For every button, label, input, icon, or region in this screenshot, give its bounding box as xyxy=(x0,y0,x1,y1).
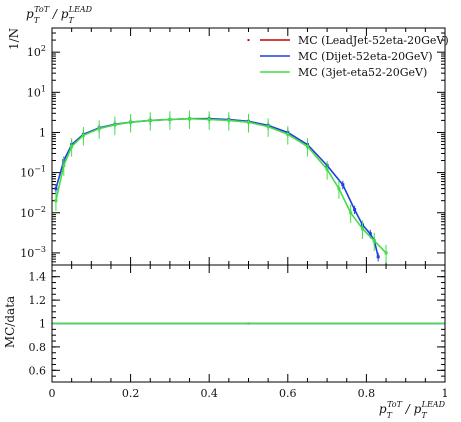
observable-label: pTToT / pTLEAD xyxy=(26,5,93,25)
series-point-2 xyxy=(70,144,74,148)
ratio-y-axis-label: MC/data xyxy=(3,296,17,348)
series-point-1 xyxy=(341,183,345,187)
main-y-tick-label: 101 xyxy=(27,84,46,99)
main-y-tick-label: 102 xyxy=(27,44,46,59)
series-point-2 xyxy=(81,133,85,137)
series-point-2 xyxy=(97,127,101,131)
series-point-2 xyxy=(384,251,388,255)
series-point-2 xyxy=(349,211,353,215)
x-tick-labels: 0 0.2 0.4 0.6 0.8 1 xyxy=(49,387,449,400)
series-point-2 xyxy=(360,227,364,231)
series-point-1 xyxy=(376,255,380,259)
ratio-x-ticks xyxy=(51,265,446,382)
legend-label-2: MC (3jet-eta52-20GeV) xyxy=(298,66,427,79)
main-y-axis-label: 1/N xyxy=(7,28,21,50)
legend: MC (LeadJet-52eta-20GeV) MC (Dijet-52eta-… xyxy=(260,34,449,79)
main-x-ticks xyxy=(51,28,446,265)
series-point-2 xyxy=(337,187,341,191)
main-y-tick-label: 1 xyxy=(39,126,46,139)
legend-label-0: MC (LeadJet-52eta-20GeV) xyxy=(298,34,449,47)
x-tick-label: 1 xyxy=(442,387,449,400)
series-point-2 xyxy=(247,120,250,124)
series-point-2 xyxy=(227,118,231,122)
series-point-2 xyxy=(62,164,66,168)
series-point-2 xyxy=(54,199,58,203)
ratio-y-tick-label: 1.2 xyxy=(29,294,47,307)
main-plot-frame xyxy=(51,27,446,266)
ratio-plot-panel: 0.6 0.8 1 1.2 1.4 xyxy=(29,264,446,383)
series-point-2 xyxy=(325,167,329,171)
ratio-y-ticks: 0.6 0.8 1 1.2 1.4 xyxy=(29,270,445,377)
main-y-ticks: 102 101 1 10−1 10−2 10−3 xyxy=(20,27,445,266)
series-point-2 xyxy=(207,118,211,122)
series-point-2 xyxy=(372,239,376,243)
series-point-2 xyxy=(148,118,152,122)
x-tick-label: 0.4 xyxy=(200,387,218,400)
series-point-1 xyxy=(368,232,372,236)
x-tick-label: 0.6 xyxy=(279,387,297,400)
ratio-y-tick-label: 0.6 xyxy=(29,364,47,377)
series-point-2 xyxy=(168,118,172,122)
series-point-2 xyxy=(305,144,309,148)
main-y-tick-label: 10−3 xyxy=(20,245,46,260)
ratio-y-tick-label: 1.4 xyxy=(29,271,47,284)
ratio-series-group xyxy=(52,322,445,325)
series-line-2 xyxy=(55,117,387,254)
main-y-tick-label: 10−2 xyxy=(20,205,46,220)
series-point-2 xyxy=(129,120,133,124)
series-point-1 xyxy=(54,187,58,191)
main-y-tick-label: 10−1 xyxy=(20,165,46,180)
main-series-group xyxy=(54,39,388,264)
ratio-y-tick-label: 0.8 xyxy=(29,341,47,354)
x-tick-label: 0 xyxy=(49,387,56,400)
x-tick-label: 0.8 xyxy=(358,387,376,400)
x-tick-label: 0.2 xyxy=(122,387,140,400)
x-axis-label: pTToT / pTLEAD xyxy=(379,400,446,420)
series-point-0 xyxy=(247,39,250,42)
main-plot-panel: 102 101 1 10−1 10−2 10−3 xyxy=(20,27,446,266)
series-point-2 xyxy=(188,117,192,121)
series-point-2 xyxy=(266,125,270,129)
series-point-2 xyxy=(286,132,290,136)
ratio-y-tick-label: 1 xyxy=(39,318,46,331)
ratio-plot-frame xyxy=(51,264,446,383)
series-point-2 xyxy=(113,123,117,127)
series-line-1 xyxy=(55,117,379,257)
series-point-1 xyxy=(353,208,357,212)
legend-label-1: MC (Dijet-52eta-20GeV) xyxy=(298,50,433,63)
